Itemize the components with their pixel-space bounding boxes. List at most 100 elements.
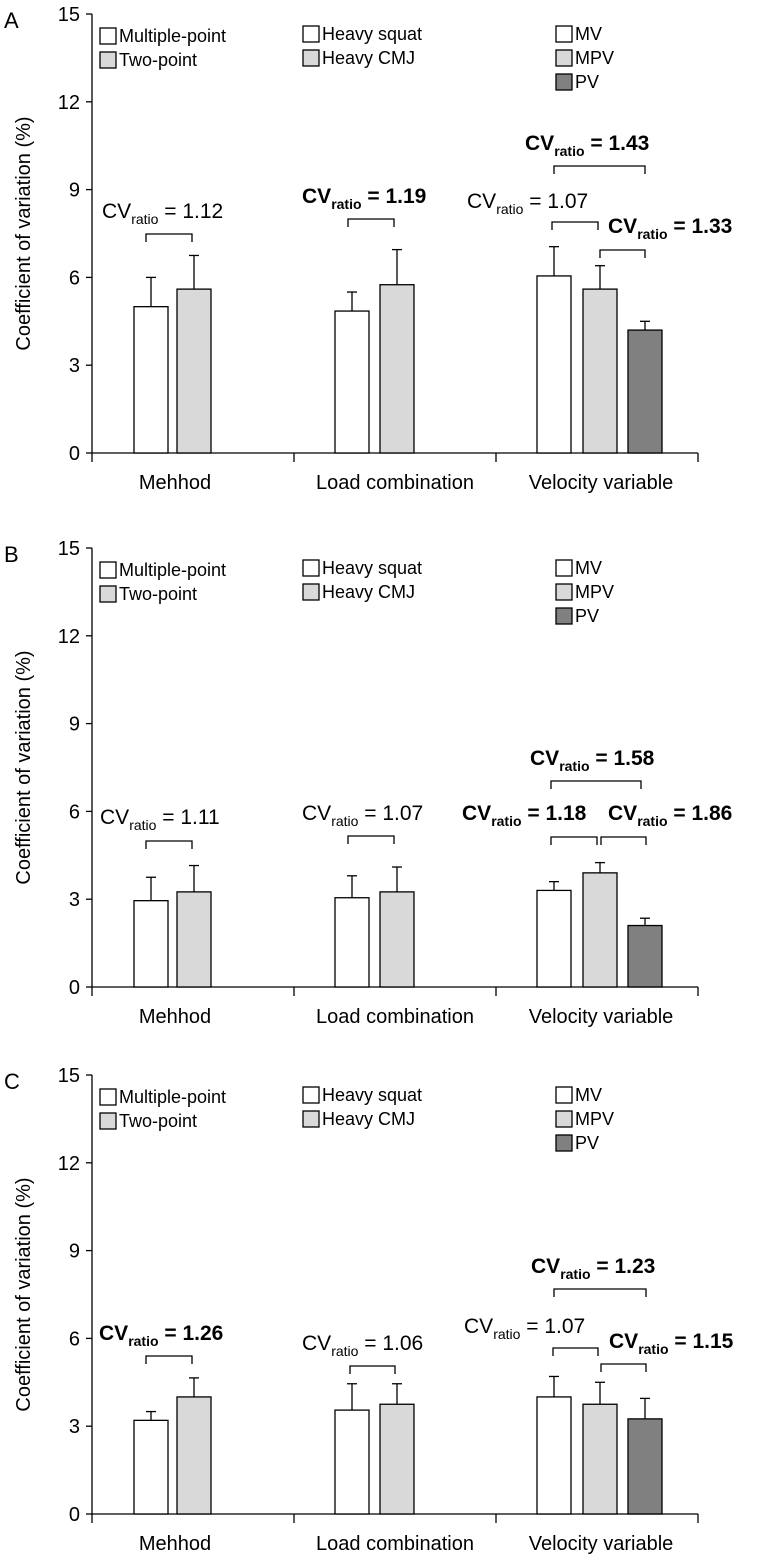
bar <box>176 891 212 988</box>
y-tick-label: 15 <box>58 4 80 26</box>
cv-ratio-annotation: CVratio = 1.15 <box>609 1330 734 1357</box>
cv-ratio-subscript: ratio <box>331 196 361 212</box>
bar <box>133 1419 169 1515</box>
comparison-bracket <box>552 1347 599 1356</box>
y-tick-label: 9 <box>69 1241 80 1263</box>
bar <box>582 1403 618 1515</box>
cv-ratio-subscript: ratio <box>331 1343 358 1359</box>
category-label: Mehhod <box>139 1533 211 1555</box>
cv-ratio-value: = 1.18 <box>522 802 587 825</box>
legend-label: Heavy CMJ <box>322 48 415 68</box>
legend-swatch <box>555 1086 573 1104</box>
legend-label: Two-point <box>119 584 197 604</box>
y-tick-label: 0 <box>69 1504 80 1526</box>
cv-ratio-annotation: CVratio = 1.19 <box>302 185 426 212</box>
y-tick-label: 12 <box>58 92 80 114</box>
cv-ratio-main: CV <box>531 1255 560 1278</box>
bar <box>379 1403 415 1515</box>
y-tick-label: 15 <box>58 1065 80 1087</box>
chart-panel-c: C Coefficient of variation (%) 0 3 6 9 12 15 Meh… <box>4 1065 734 1555</box>
cv-ratio-annotation: CVratio = 1.26 <box>99 1322 223 1349</box>
bar <box>176 288 212 454</box>
cv-ratio-value: = 1.58 <box>590 747 655 770</box>
legend-label: PV <box>575 606 599 626</box>
legend-label: Heavy squat <box>322 1085 422 1105</box>
legend-swatch <box>99 1088 117 1106</box>
y-tick-label: 15 <box>58 538 80 560</box>
legend-label: Two-point <box>119 1111 197 1131</box>
legend-label: Multiple-point <box>119 26 226 46</box>
legend-label: MPV <box>575 582 614 602</box>
cv-ratio-annotation: CVratio = 1.18 <box>462 802 587 829</box>
comparison-bracket <box>347 218 395 227</box>
cv-ratio-main: CV <box>608 802 637 825</box>
legend-swatch <box>302 559 320 577</box>
cv-ratio-annotation: CVratio = 1.06 <box>302 1332 423 1359</box>
cv-ratio-annotation: CVratio = 1.11 <box>100 806 220 833</box>
cv-ratio-main: CV <box>302 185 331 208</box>
legend-label: Heavy CMJ <box>322 1109 415 1129</box>
bar <box>627 1418 663 1515</box>
cv-ratio-subscript: ratio <box>637 226 667 242</box>
cv-ratio-value: = 1.23 <box>591 1255 656 1278</box>
legend-swatch <box>99 51 117 69</box>
y-tick-label: 6 <box>69 801 80 823</box>
cv-ratio-value: = 1.11 <box>156 806 219 829</box>
cv-ratio-main: CV <box>530 747 559 770</box>
legend-swatch <box>302 1086 320 1104</box>
bar <box>334 310 370 454</box>
cv-ratio-annotation: CVratio = 1.07 <box>464 1315 585 1342</box>
legend-label: Two-point <box>119 50 197 70</box>
cv-ratio-annotation: CVratio = 1.07 <box>302 802 423 829</box>
cv-ratio-main: CV <box>464 1315 493 1338</box>
panel-letter: C <box>4 1069 20 1094</box>
cv-ratio-value: = 1.43 <box>585 132 650 155</box>
legend-label: PV <box>575 1133 599 1153</box>
legend-label: MV <box>575 24 602 44</box>
legend-swatch <box>302 583 320 601</box>
bar <box>536 275 572 454</box>
y-tick-label: 0 <box>69 443 80 465</box>
cv-ratio-subscript: ratio <box>128 1333 158 1349</box>
y-tick-label: 12 <box>58 1153 80 1175</box>
y-tick-label: 3 <box>69 1416 80 1438</box>
cv-ratio-value: = 1.19 <box>362 185 427 208</box>
cv-ratio-main: CV <box>99 1322 128 1345</box>
category-label: Load combination <box>316 472 474 494</box>
cv-ratio-annotation: CVratio = 1.58 <box>530 747 655 774</box>
legend-label: Multiple-point <box>119 560 226 580</box>
legend-swatch <box>555 1110 573 1128</box>
legend-swatch <box>302 49 320 67</box>
legend-label: MV <box>575 1085 602 1105</box>
legend-label: Heavy CMJ <box>322 582 415 602</box>
y-tick-label: 0 <box>69 977 80 999</box>
category-label: Load combination <box>316 1533 474 1555</box>
legend-swatch <box>555 607 573 625</box>
legend-swatch <box>99 1112 117 1130</box>
cv-ratio-subscript: ratio <box>554 143 584 159</box>
cv-ratio-subscript: ratio <box>129 817 156 833</box>
cv-ratio-main: CV <box>609 1330 638 1353</box>
y-tick-label: 6 <box>69 267 80 289</box>
legend-swatch <box>555 583 573 601</box>
cv-ratio-subscript: ratio <box>131 211 158 227</box>
cv-ratio-subscript: ratio <box>560 1266 590 1282</box>
comparison-bracket <box>600 1363 647 1372</box>
legend-swatch <box>555 25 573 43</box>
y-tick-label: 12 <box>58 626 80 648</box>
comparison-bracket <box>599 249 646 258</box>
comparison-bracket <box>550 836 598 845</box>
y-tick-label: 3 <box>69 355 80 377</box>
category-label: Mehhod <box>139 472 211 494</box>
bar <box>334 897 370 988</box>
y-tick-label: 6 <box>69 1328 80 1350</box>
bar <box>627 924 663 988</box>
legend-swatch <box>99 561 117 579</box>
legend-swatch <box>555 559 573 577</box>
legend-swatch <box>302 25 320 43</box>
comparison-bracket <box>600 836 647 845</box>
cv-ratio-annotation: CVratio = 1.33 <box>608 215 732 242</box>
chart-panel-a: A Coefficient of variation (%) 0 3 6 9 12 15 Meh… <box>4 4 732 494</box>
category-label: Velocity variable <box>529 472 674 494</box>
